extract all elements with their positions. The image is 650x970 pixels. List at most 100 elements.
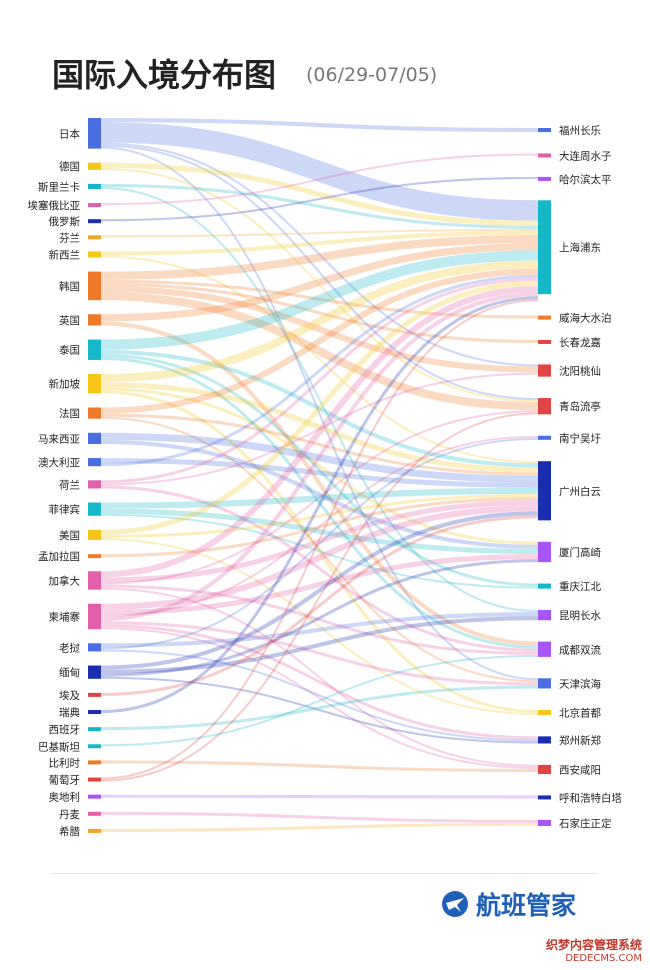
flow-link [100,292,539,411]
flow-link [100,183,539,229]
flow-link [100,285,539,578]
destination-label: 大连周水子 [559,149,612,162]
flow-link [100,162,539,226]
flow-link [100,234,539,280]
source-node [88,183,101,189]
destination-node [538,583,551,589]
source-label: 德国 [59,160,80,173]
flow-link [100,499,539,583]
flow-link [100,299,539,780]
destination-node [538,398,551,415]
destination-label: 福州长乐 [559,124,601,137]
flow-link [100,387,539,545]
flow-link [100,649,539,742]
flow-link [100,230,539,256]
source-node [88,643,101,652]
source-label: 西班牙 [49,724,81,736]
destination-node [538,795,551,800]
flow-link [100,416,539,683]
source-node [88,744,101,749]
source-label: 菲律宾 [49,503,81,516]
flow-link [100,228,539,238]
source-label: 美国 [59,529,80,542]
destination-node [538,541,551,563]
source-node [88,314,101,326]
flow-link [100,176,539,222]
source-node [88,811,101,816]
source-node [88,432,101,444]
source-node [88,407,101,419]
flow-link [100,508,539,554]
source-node [88,529,101,541]
destination-label: 昆明长水 [559,610,601,622]
flow-link [100,277,539,484]
destination-label: 沈阳桃仙 [559,365,601,378]
source-node [88,603,101,630]
flow-link [100,437,539,650]
source-node [88,118,101,149]
destination-node [538,678,551,689]
flow-link [100,146,539,681]
flow-link [100,356,539,649]
source-node [88,203,101,208]
flow-link [100,285,539,373]
flow-link [100,250,539,350]
source-label: 奥地利 [49,791,81,804]
source-node [88,219,101,224]
flow-link [100,167,539,403]
destination-node [538,339,551,344]
flow-link [100,794,539,799]
source-node [88,760,101,765]
flow-link [100,505,539,610]
source-label: 巴基斯坦 [38,740,80,753]
page-subtitle: (06/29-07/05) [306,64,438,86]
flow-link [100,487,539,509]
source-node [88,374,101,394]
flow-link [100,279,539,319]
destination-label: 成都双流 [559,643,601,656]
destination-node [538,461,551,521]
source-label: 比利时 [49,756,81,769]
source-label: 澳大利亚 [38,456,80,469]
flow-link [100,760,539,773]
watermark-line2: DEDECMS.COM [565,952,642,964]
destination-label: 北京首都 [559,706,601,719]
source-node [88,710,101,715]
flow-link [100,296,539,714]
source-label: 芬兰 [59,231,80,244]
source-node [88,777,101,782]
destination-label: 哈尔滨太平 [559,173,612,186]
footer-divider [52,873,598,874]
destination-label: 重庆江北 [559,580,601,593]
flow-link [100,559,539,677]
flow-link [100,321,539,646]
destination-label: 西安咸阳 [559,763,601,776]
source-label: 埃塞俄比亚 [28,199,81,212]
page-title: 国际入境分布图 [52,56,277,94]
flow-link [100,255,539,464]
source-node [88,794,101,799]
destination-label: 青岛流亭 [559,400,601,413]
source-nodes: 日本德国斯里兰卡埃塞俄比亚俄罗斯芬兰新西兰韩国英国泰国新加坡法国马来西亚澳大利亚… [28,118,101,838]
source-label: 韩国 [59,280,80,293]
flow-link [100,439,539,549]
source-label: 缅甸 [59,666,80,679]
source-node [88,251,101,258]
flow-link [100,282,539,344]
sankey-diagram: 日本德国斯里兰卡埃塞俄比亚俄罗斯芬兰新西兰韩国英国泰国新加坡法国马来西亚澳大利亚… [28,118,622,838]
source-label: 柬埔寨 [49,610,81,623]
source-label: 泰国 [59,344,80,357]
source-label: 俄罗斯 [49,215,81,228]
source-label: 新加坡 [49,378,81,391]
flow-link [100,144,539,401]
flow-link [100,260,539,383]
flow-link [100,268,539,414]
flow-link [100,413,539,476]
flow-link [100,390,539,713]
flow-link [100,616,539,674]
flow-link [100,274,539,467]
destination-label: 厦门高崎 [559,546,601,559]
flow-link [100,587,539,767]
source-node [88,458,101,467]
sankey-links [100,118,539,832]
